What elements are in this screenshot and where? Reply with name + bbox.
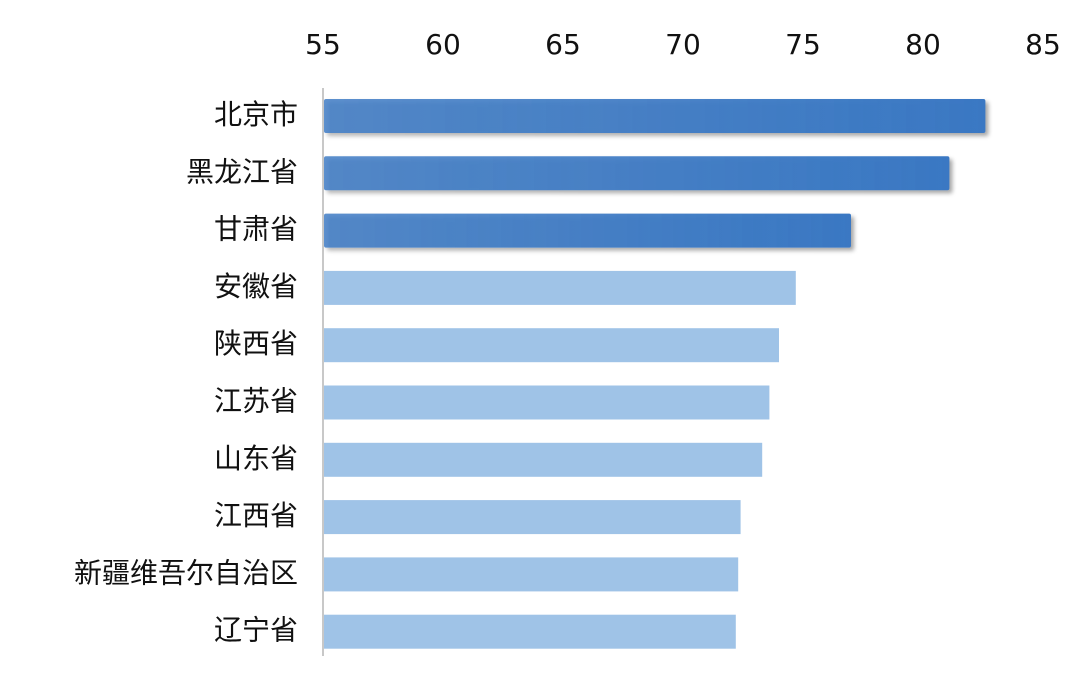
bar: [324, 614, 736, 649]
bar: [324, 99, 986, 133]
category-label: 黑龙江省: [186, 155, 298, 188]
category-label: 陕西省: [214, 327, 298, 360]
category-label: 江苏省: [214, 385, 298, 418]
bar: [324, 557, 739, 592]
x-tick-label: 65: [545, 28, 581, 61]
bar: [324, 442, 763, 477]
x-tick-label: 85: [1025, 28, 1061, 61]
category-label: 辽宁省: [214, 614, 298, 647]
category-label: 北京市: [214, 98, 298, 131]
bar: [324, 385, 770, 420]
x-tick-label: 80: [905, 28, 941, 61]
category-label: 安徽省: [214, 270, 298, 303]
category-label: 甘肃省: [214, 213, 298, 246]
x-tick-label: 55: [305, 28, 341, 61]
bar: [324, 500, 741, 535]
x-tick-label: 60: [425, 28, 461, 61]
bar: [324, 270, 796, 305]
x-tick-label: 75: [785, 28, 821, 61]
category-label: 江西省: [214, 499, 298, 532]
bar: [324, 213, 851, 248]
category-label: 新疆维吾尔自治区: [74, 556, 298, 589]
bar: [324, 156, 950, 191]
bar: [324, 328, 779, 363]
x-tick-label: 70: [665, 28, 701, 61]
category-label: 山东省: [214, 442, 298, 475]
